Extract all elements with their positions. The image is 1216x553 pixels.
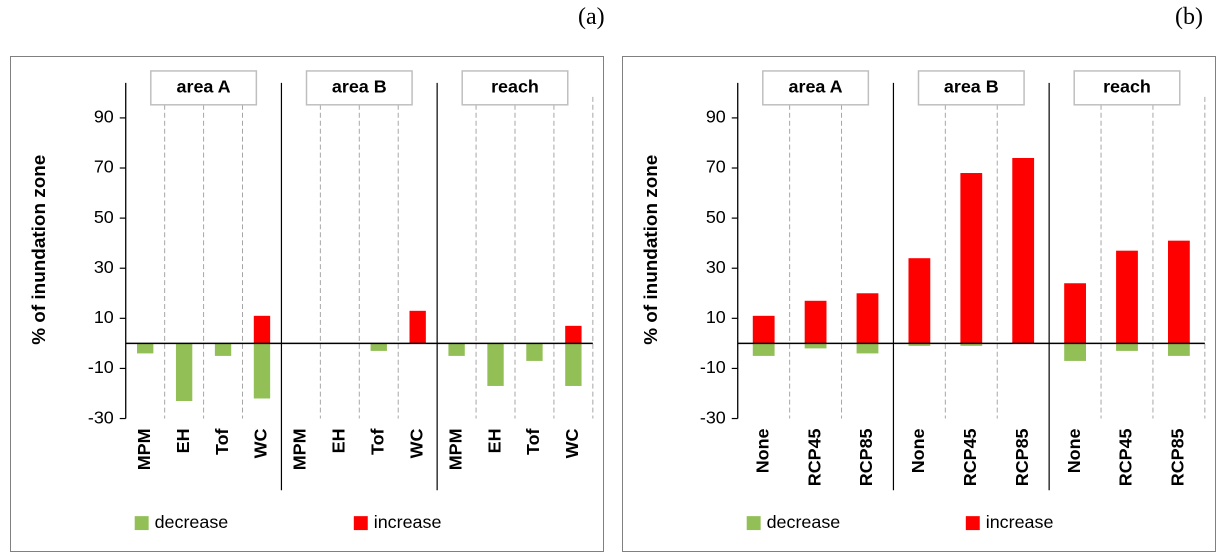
category-label: None xyxy=(1064,428,1084,473)
bar-increase-reach-rcp45 xyxy=(1116,250,1138,344)
y-tick-label: -10 xyxy=(700,357,726,377)
category-label: None xyxy=(908,428,928,473)
bar-increase-area-a-rcp85 xyxy=(856,293,879,344)
legend-swatch-increase xyxy=(353,516,368,531)
category-label: WC xyxy=(562,428,582,458)
category-label: Tof xyxy=(367,428,387,455)
category-label: RCP45 xyxy=(960,428,980,486)
y-tick-label: 50 xyxy=(706,207,726,227)
y-tick-label: -30 xyxy=(88,407,114,427)
bar-increase-area-b-wc xyxy=(409,310,426,344)
category-label: Tof xyxy=(523,428,543,455)
category-label: WC xyxy=(406,428,426,458)
category-label: EH xyxy=(484,428,504,453)
panel-a-label: (a) xyxy=(578,4,605,30)
bar-increase-reach-none xyxy=(1064,283,1086,344)
category-label: RCP45 xyxy=(1116,428,1136,486)
group-title: reach xyxy=(1103,77,1151,97)
y-tick-label: 70 xyxy=(94,157,114,177)
group-title-box xyxy=(762,70,870,106)
category-label: EH xyxy=(173,428,193,453)
chart-a-plot: % of inundation zone 90 70 50 30 10 -10 -30 area… xyxy=(29,70,594,532)
y-tick-label: 30 xyxy=(94,257,114,277)
chart-panel-b: % of inundation zone 90 70 50 30 10 -10 -30 area… xyxy=(622,56,1216,552)
y-tick-label: 90 xyxy=(706,107,726,127)
y-tick-label: 10 xyxy=(94,307,114,327)
y-tick-label: -30 xyxy=(700,407,726,427)
category-label: RCP85 xyxy=(1012,428,1032,486)
y-axis-label: % of inundation zone xyxy=(641,155,662,345)
category-label: RCP45 xyxy=(804,428,824,486)
bar-decrease-area-a-rcp45 xyxy=(804,343,827,349)
y-tick-label: 70 xyxy=(706,157,726,177)
group-title-box xyxy=(150,70,258,106)
bar-decrease-area-a-rcp85 xyxy=(856,343,879,354)
bar-decrease-area-a-wc xyxy=(253,343,271,399)
chart-b-plot: % of inundation zone 90 70 50 30 10 -10 -30 area… xyxy=(641,70,1206,532)
bar-decrease-reach-wc xyxy=(565,343,582,386)
panel-b-label: (b) xyxy=(1175,4,1203,30)
group-title: area A xyxy=(789,77,843,97)
bar-decrease-reach-eh xyxy=(487,343,504,386)
bar-decrease-area-a-eh xyxy=(175,343,193,401)
bar-increase-area-a-none xyxy=(752,315,775,344)
group-title: area A xyxy=(177,77,231,97)
category-label: RCP85 xyxy=(856,428,876,486)
legend-swatch-increase xyxy=(965,516,980,531)
bar-decrease-reach-rcp85 xyxy=(1167,343,1190,356)
bar-increase-area-a-wc xyxy=(253,315,271,344)
chart-panel-a: % of inundation zone 90 70 50 30 10 -10 -30 area… xyxy=(10,56,604,552)
bar-increase-area-b-rcp45 xyxy=(960,173,983,344)
bar-decrease-area-b-rcp45 xyxy=(960,343,983,346)
category-label: WC xyxy=(251,428,271,458)
legend-label-decrease: decrease xyxy=(155,512,229,532)
category-label: EH xyxy=(329,428,349,453)
bar-increase-area-b-rcp85 xyxy=(1012,157,1035,344)
bar-decrease-reach-mpm xyxy=(448,343,465,356)
bar-increase-reach-rcp85 xyxy=(1167,240,1190,344)
category-label: Tof xyxy=(212,428,232,455)
y-tick-label: 50 xyxy=(94,207,114,227)
category-label: MPM xyxy=(134,428,154,470)
bar-decrease-reach-tof xyxy=(526,343,543,361)
y-tick-label: 30 xyxy=(706,257,726,277)
bar-decrease-reach-none xyxy=(1064,343,1086,361)
y-axis-label: % of inundation zone xyxy=(29,155,50,345)
bar-increase-area-a-rcp45 xyxy=(804,300,827,344)
group-title: area B xyxy=(944,77,999,97)
bar-decrease-area-a-none xyxy=(752,343,775,356)
category-label: MPM xyxy=(290,428,310,470)
group-title: reach xyxy=(491,77,539,97)
bar-decrease-reach-rcp45 xyxy=(1116,343,1138,351)
legend-label-decrease: decrease xyxy=(767,512,841,532)
bar-decrease-area-b-tof xyxy=(370,343,387,351)
bar-decrease-area-a-mpm xyxy=(137,343,154,354)
legend-swatch-decrease xyxy=(134,516,149,531)
y-tick-label: 10 xyxy=(706,307,726,327)
group-title-box xyxy=(461,70,569,106)
bar-increase-area-b-none xyxy=(908,258,931,344)
group-title-box xyxy=(305,70,413,106)
group-title-box xyxy=(917,70,1025,106)
y-tick-label: -10 xyxy=(88,357,114,377)
legend-label-increase: increase xyxy=(374,512,442,532)
legend-swatch-decrease xyxy=(746,516,761,531)
bar-decrease-area-b-none xyxy=(908,343,931,346)
category-label: RCP85 xyxy=(1168,428,1188,486)
legend-label-increase: increase xyxy=(986,512,1054,532)
y-tick-label: 90 xyxy=(94,107,114,127)
group-title-box xyxy=(1073,70,1181,106)
category-label: MPM xyxy=(445,428,465,470)
bar-decrease-area-a-tof xyxy=(214,343,232,356)
bar-increase-reach-wc xyxy=(565,325,582,344)
group-title: area B xyxy=(332,77,387,97)
category-label: None xyxy=(752,428,772,473)
